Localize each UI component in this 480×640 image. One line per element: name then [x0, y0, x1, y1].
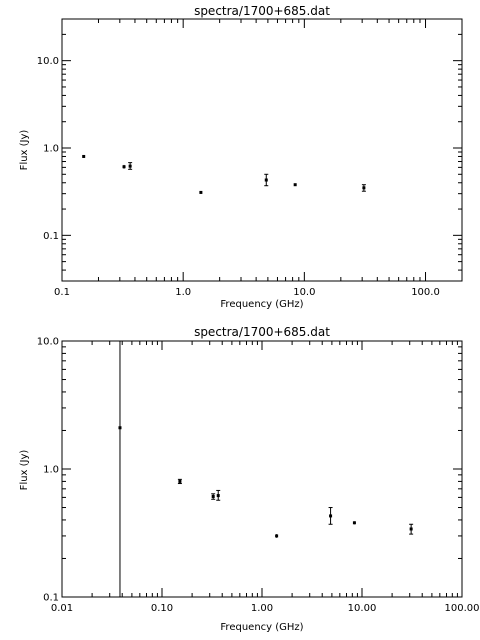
bottom-y-axis-label: Flux (Jy) — [19, 450, 30, 491]
bottom-x-tick-label: 0.10 — [151, 603, 173, 614]
top-x-tick-label: 1.0 — [175, 287, 191, 298]
top-point-marker — [264, 178, 268, 182]
bottom-x-tick-label: 1.00 — [251, 603, 273, 614]
bottom-data-points — [117, 340, 414, 598]
top-point-marker — [293, 183, 297, 187]
top-x-tick-label: 10.0 — [293, 287, 315, 298]
top-y-tick-label: 1.0 — [43, 144, 59, 155]
bottom-plot-frame — [61, 340, 463, 598]
bottom-point-marker — [178, 479, 182, 483]
bottom-chart-title: spectra/1700+685.dat — [194, 325, 330, 339]
top-data-point — [199, 190, 203, 194]
top-y-tick-label: 10.0 — [37, 56, 59, 67]
bottom-data-point — [216, 489, 221, 501]
top-chart-title: spectra/1700+685.dat — [194, 4, 330, 18]
bottom-data-point — [177, 478, 182, 485]
bottom-axis-ticks — [61, 340, 463, 598]
bottom-data-point — [117, 340, 122, 598]
top-plot-frame — [61, 18, 463, 282]
bottom-x-tick-label: 0.01 — [51, 603, 73, 614]
bottom-point-marker — [329, 514, 333, 518]
bottom-point-marker — [409, 527, 413, 531]
top-data-points — [82, 154, 366, 194]
bottom-x-tick-label: 10.00 — [348, 603, 377, 614]
bottom-data-point — [328, 507, 333, 525]
bottom-point-marker — [118, 426, 122, 430]
bottom-y-tick-label: 1.0 — [43, 465, 59, 476]
bottom-y-tick-label: 10.0 — [37, 337, 59, 348]
top-tick-labels: 0.1 1.0 10.0 100.0 0.1 1.0 10.0 — [37, 56, 440, 298]
top-chart-panel: spectra/1700+685.dat Frequency (GHz) Flu… — [19, 4, 463, 310]
top-data-point — [122, 164, 126, 169]
bottom-y-tick-label: 0.1 — [43, 593, 59, 604]
bottom-data-point — [352, 521, 356, 525]
bottom-x-tick-label: 100.00 — [445, 603, 480, 614]
bottom-point-marker — [211, 494, 215, 498]
top-point-marker — [82, 154, 86, 158]
top-point-marker — [199, 190, 203, 194]
top-data-point — [264, 173, 269, 187]
top-y-tick-label: 0.1 — [43, 231, 59, 242]
top-data-point — [128, 162, 133, 170]
bottom-chart-panel: spectra/1700+685.dat Frequency (GHz) Flu… — [19, 325, 480, 633]
top-point-marker — [362, 186, 366, 190]
bottom-x-axis-label: Frequency (GHz) — [220, 622, 303, 633]
bottom-data-point — [409, 523, 414, 535]
top-data-point — [82, 154, 86, 158]
top-x-axis-label: Frequency (GHz) — [220, 299, 303, 310]
top-y-axis-label: Flux (Jy) — [19, 130, 30, 171]
bottom-data-point — [211, 493, 216, 500]
bottom-data-point — [275, 534, 279, 538]
top-x-tick-label: 100.0 — [411, 287, 440, 298]
top-data-point — [293, 183, 297, 187]
top-axis-ticks — [61, 18, 463, 282]
top-point-marker — [122, 165, 126, 169]
top-x-tick-label: 0.1 — [54, 287, 70, 298]
top-data-point — [361, 184, 366, 192]
bottom-point-marker — [216, 494, 220, 498]
bottom-point-marker — [275, 534, 279, 538]
bottom-tick-labels: 0.01 0.10 1.00 10.00 100.00 0.1 1.0 10.0 — [37, 337, 480, 615]
bottom-point-marker — [352, 521, 356, 525]
top-point-marker — [128, 164, 132, 168]
